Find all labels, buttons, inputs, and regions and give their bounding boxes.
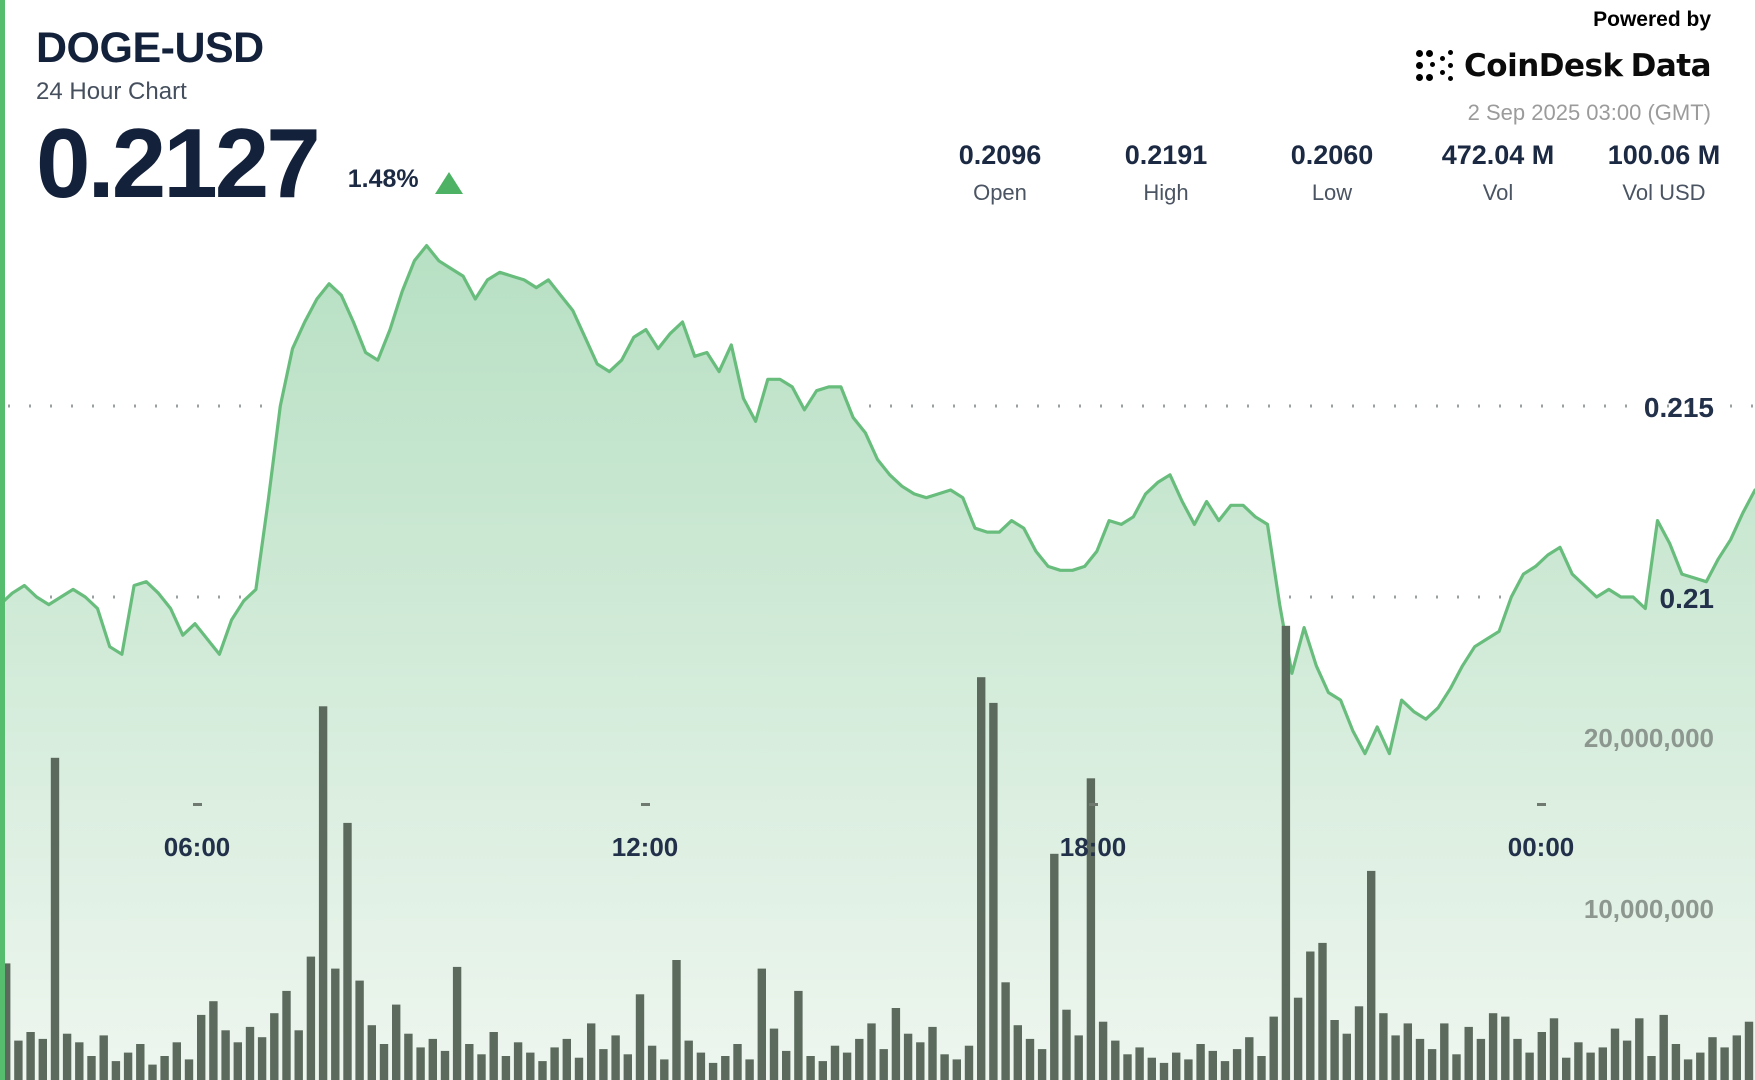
up-arrow-icon (434, 172, 463, 195)
time-label-0000: 00:00 (1507, 832, 1575, 862)
accent-bar (0, 0, 5, 1080)
timestamp: 2 Sep 2025 03:00 (GMT) (1467, 100, 1711, 125)
price-line (0, 244, 1755, 756)
time-tick-dash (641, 803, 650, 806)
time-label-1200: 12:00 (611, 832, 679, 862)
time-tick-dash (1537, 803, 1546, 806)
stat-high: 0.2191 High (1083, 140, 1249, 206)
chart-subtitle: 24 Hour Chart (36, 78, 187, 106)
time-label-0600: 06:00 (163, 832, 231, 862)
time-tick-dash (193, 803, 202, 806)
time-label-1800: 18:00 (1059, 832, 1127, 862)
price-tick-021: 0.21 (1659, 583, 1715, 614)
stat-open-label: Open (973, 180, 1027, 205)
time-tick-dash (1089, 803, 1098, 806)
chart-header: DOGE-USD 24 Hour Chart 0.2127 1.48% (36, 24, 463, 219)
brand-coindesk: CoinDesk (1464, 48, 1623, 84)
stat-low-label: Low (1311, 180, 1353, 205)
change-percent: 1.48% (347, 165, 419, 194)
brand-row: CoinDesk Data (1414, 46, 1712, 86)
ohlc-stats-row: 0.2096 Open 0.2191 High 0.2060 Low 472.0… (917, 140, 1747, 206)
stat-volume-value: 472.04 M (1441, 140, 1555, 170)
current-price: 0.2127 (36, 108, 321, 219)
page-title: DOGE-USD (36, 24, 264, 72)
stat-volume-usd: 100.06 M Vol USD (1581, 140, 1747, 206)
stat-high-label: High (1143, 180, 1189, 205)
powered-by-block: Powered by CoinDesk Data 2 S (1414, 8, 1712, 126)
stat-volume-usd-label: Vol USD (1622, 180, 1706, 205)
stat-open-value: 0.2096 (958, 140, 1042, 170)
powered-by-label: Powered by (1593, 8, 1711, 31)
price-area-fill (0, 245, 1755, 1080)
stat-volume-usd-value: 100.06 M (1607, 140, 1721, 170)
stat-low-value: 0.2060 (1290, 140, 1374, 170)
coindesk-logo-icon (1416, 50, 1454, 81)
stat-open: 0.2096 Open (917, 140, 1083, 206)
stat-volume: 472.04 M Vol (1415, 140, 1581, 206)
price-row: 0.2127 1.48% (36, 108, 463, 219)
volume-tick-10m: 10,000,000 (1583, 894, 1714, 924)
brand-data: Data (1630, 48, 1712, 84)
stat-volume-label: Vol (1482, 180, 1514, 205)
volume-tick-20m: 20,000,000 (1583, 723, 1714, 753)
volume-bars (2, 625, 1754, 1080)
stat-high-value: 0.2191 (1124, 140, 1208, 170)
stat-low: 0.2060 Low (1249, 140, 1415, 206)
brand-name: CoinDesk Data (1464, 48, 1711, 84)
price-tick-0215: 0.215 (1643, 392, 1714, 423)
